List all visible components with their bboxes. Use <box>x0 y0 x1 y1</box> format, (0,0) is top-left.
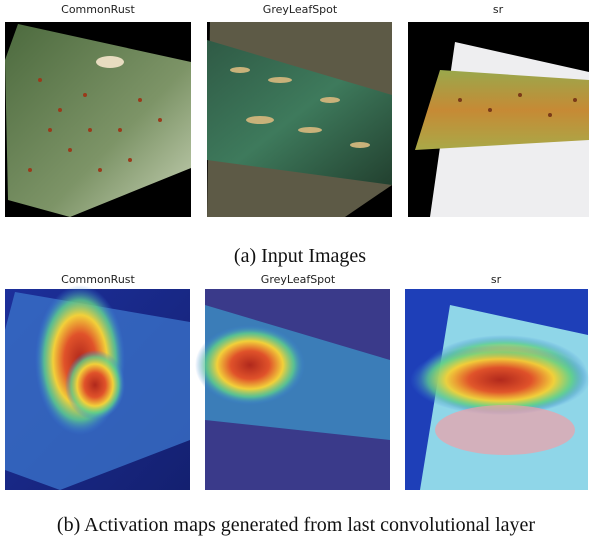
image-title: sr <box>493 3 504 16</box>
caption: (b) Activation maps generated from last … <box>57 514 536 536</box>
image-title: CommonRust <box>61 3 135 16</box>
input-image <box>207 22 392 217</box>
input-image <box>408 22 589 217</box>
image-title: GreyLeafSpot <box>263 3 338 16</box>
activation-map <box>5 285 190 490</box>
image-title: GreyLeafSpot <box>261 273 336 286</box>
caption: (a) Input Images <box>234 245 366 267</box>
activation-map <box>195 289 390 490</box>
image-title: sr <box>491 273 502 286</box>
activation-map <box>405 289 589 490</box>
input-image <box>5 22 191 217</box>
image-title: CommonRust <box>61 273 135 286</box>
figure: CommonRust GreyLeafSpot sr (a) Input Ima… <box>0 0 589 540</box>
